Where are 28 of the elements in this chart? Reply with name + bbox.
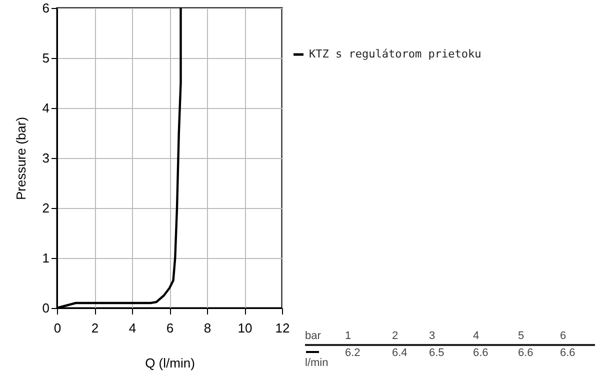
- legend-label: KTZ s regulátorom prietoku: [309, 48, 482, 60]
- text: 6.6: [560, 347, 576, 359]
- text: 1: [345, 330, 352, 342]
- text: 6.6: [473, 347, 488, 359]
- y-tick-label: 0: [42, 300, 50, 316]
- y-tick-label: 2: [42, 200, 50, 216]
- x-tick-label: 8: [204, 320, 212, 336]
- x-tick-label: 6: [166, 320, 174, 336]
- text: 6.6: [518, 347, 534, 359]
- x-tick-label: 12: [275, 320, 290, 336]
- text: 6.5: [429, 347, 444, 359]
- y-tick-label: 6: [42, 0, 50, 16]
- x-tick-label: 0: [54, 320, 62, 336]
- y-tick-label: 1: [42, 250, 50, 266]
- text: 3: [429, 330, 436, 342]
- x-tick-label: 10: [238, 320, 252, 336]
- text: bar: [305, 330, 321, 342]
- y-tick-label: 5: [42, 50, 50, 66]
- y-axis-title: Pressure (bar): [13, 116, 28, 200]
- x-tick-label: 2: [91, 320, 99, 336]
- x-axis-title: Q (l/min): [145, 356, 195, 370]
- y-tick-label: 4: [42, 100, 50, 116]
- text: 6.4: [392, 347, 408, 359]
- x-tick-label: 4: [128, 320, 136, 336]
- text: l/min: [305, 357, 328, 369]
- y-tick-label: 3: [42, 150, 50, 166]
- text: 5: [518, 330, 524, 342]
- text: 6.2: [345, 347, 360, 359]
